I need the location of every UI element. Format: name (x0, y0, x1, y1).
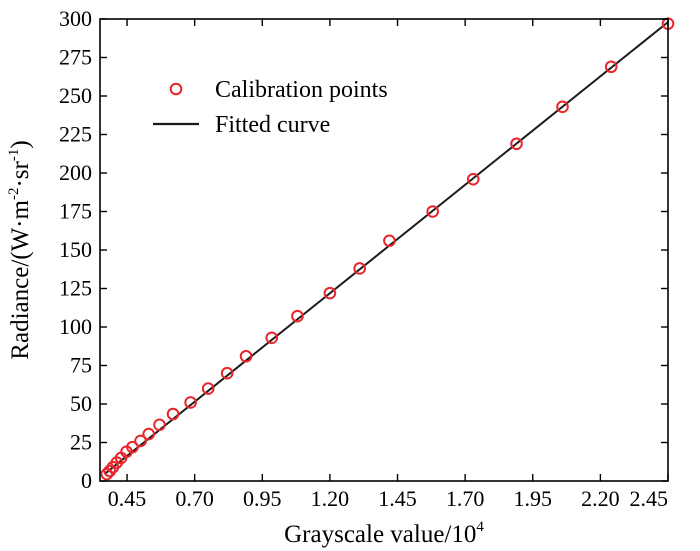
x-axis-title-exponent: 4 (476, 519, 484, 535)
calibration-points-layer (100, 17, 675, 481)
x-tick-label: 2.20 (581, 486, 620, 511)
y-tick-label: 50 (70, 391, 92, 416)
x-axis: 0.45 0.70 0.95 1.20 1.45 1.70 1.95 2.20 2.45 (108, 19, 669, 511)
y-tick-label: 25 (70, 430, 92, 455)
calibration-point (265, 331, 279, 345)
calibration-point (426, 205, 439, 218)
calibration-point (323, 286, 337, 300)
calibration-point (556, 100, 569, 114)
calibration-point (100, 467, 114, 481)
y-tick-label: 225 (59, 122, 92, 147)
fitted-curve-layer (104, 21, 669, 475)
legend: Calibration points Fitted curve (153, 77, 388, 138)
y-tick-label: 300 (59, 6, 92, 31)
y-tick-label: 75 (70, 353, 92, 378)
calibration-point (291, 309, 304, 323)
y-axis-title-mid: ·sr (7, 160, 34, 187)
y-tick-label: 250 (59, 83, 92, 108)
legend-marker-calibration-points (169, 82, 183, 96)
calibration-point (134, 434, 147, 448)
calibration-point (126, 440, 139, 454)
calibration-point (353, 262, 366, 275)
x-tick-label: 0.70 (175, 486, 214, 511)
x-tick-label: 0.95 (243, 486, 282, 511)
x-tick-label: 1.45 (378, 486, 417, 511)
y-axis-title-exp2: -1 (6, 149, 22, 162)
y-axis: 0 25 50 75 100 125 150 175 200 225 250 275 300 (59, 6, 668, 493)
x-tick-label: 0.45 (108, 486, 147, 511)
calibration-point (153, 418, 166, 432)
y-tick-label: 125 (59, 276, 92, 301)
x-tick-label: 2.45 (630, 486, 669, 511)
calibration-point (142, 427, 155, 441)
y-tick-label: 175 (59, 199, 92, 224)
x-tick-label: 1.20 (311, 486, 350, 511)
x-tick-label: 1.70 (446, 486, 485, 511)
fitted-curve-line (104, 21, 669, 475)
y-tick-label: 0 (81, 468, 92, 493)
y-tick-label: 150 (59, 237, 92, 262)
y-axis-title-main: Radiance/(W·m (7, 199, 34, 359)
x-axis-title-main: Grayscale value/10 (284, 521, 476, 548)
y-tick-label: 275 (59, 45, 92, 70)
calibration-point (510, 137, 523, 151)
calibration-point (166, 407, 180, 421)
calibration-point (239, 349, 253, 363)
x-axis-title: Grayscale value/104 (284, 519, 484, 548)
y-tick-label: 200 (59, 160, 92, 185)
legend-label-calibration-points: Calibration points (215, 77, 388, 103)
calibration-point (220, 366, 234, 380)
calibration-point (184, 396, 197, 409)
y-axis-title-exp1: -2 (6, 188, 22, 201)
legend-label-fitted-curve: Fitted curve (215, 112, 330, 138)
y-tick-label: 100 (59, 314, 92, 339)
x-tick-label: 1.95 (514, 486, 553, 511)
calibration-point (383, 234, 396, 248)
y-axis-title: Radiance/(W·m-2·sr-1) (6, 140, 34, 359)
y-axis-title-end: ) (7, 140, 34, 148)
calibration-point (604, 60, 618, 74)
calibration-point (466, 172, 480, 186)
calibration-point (201, 382, 215, 395)
